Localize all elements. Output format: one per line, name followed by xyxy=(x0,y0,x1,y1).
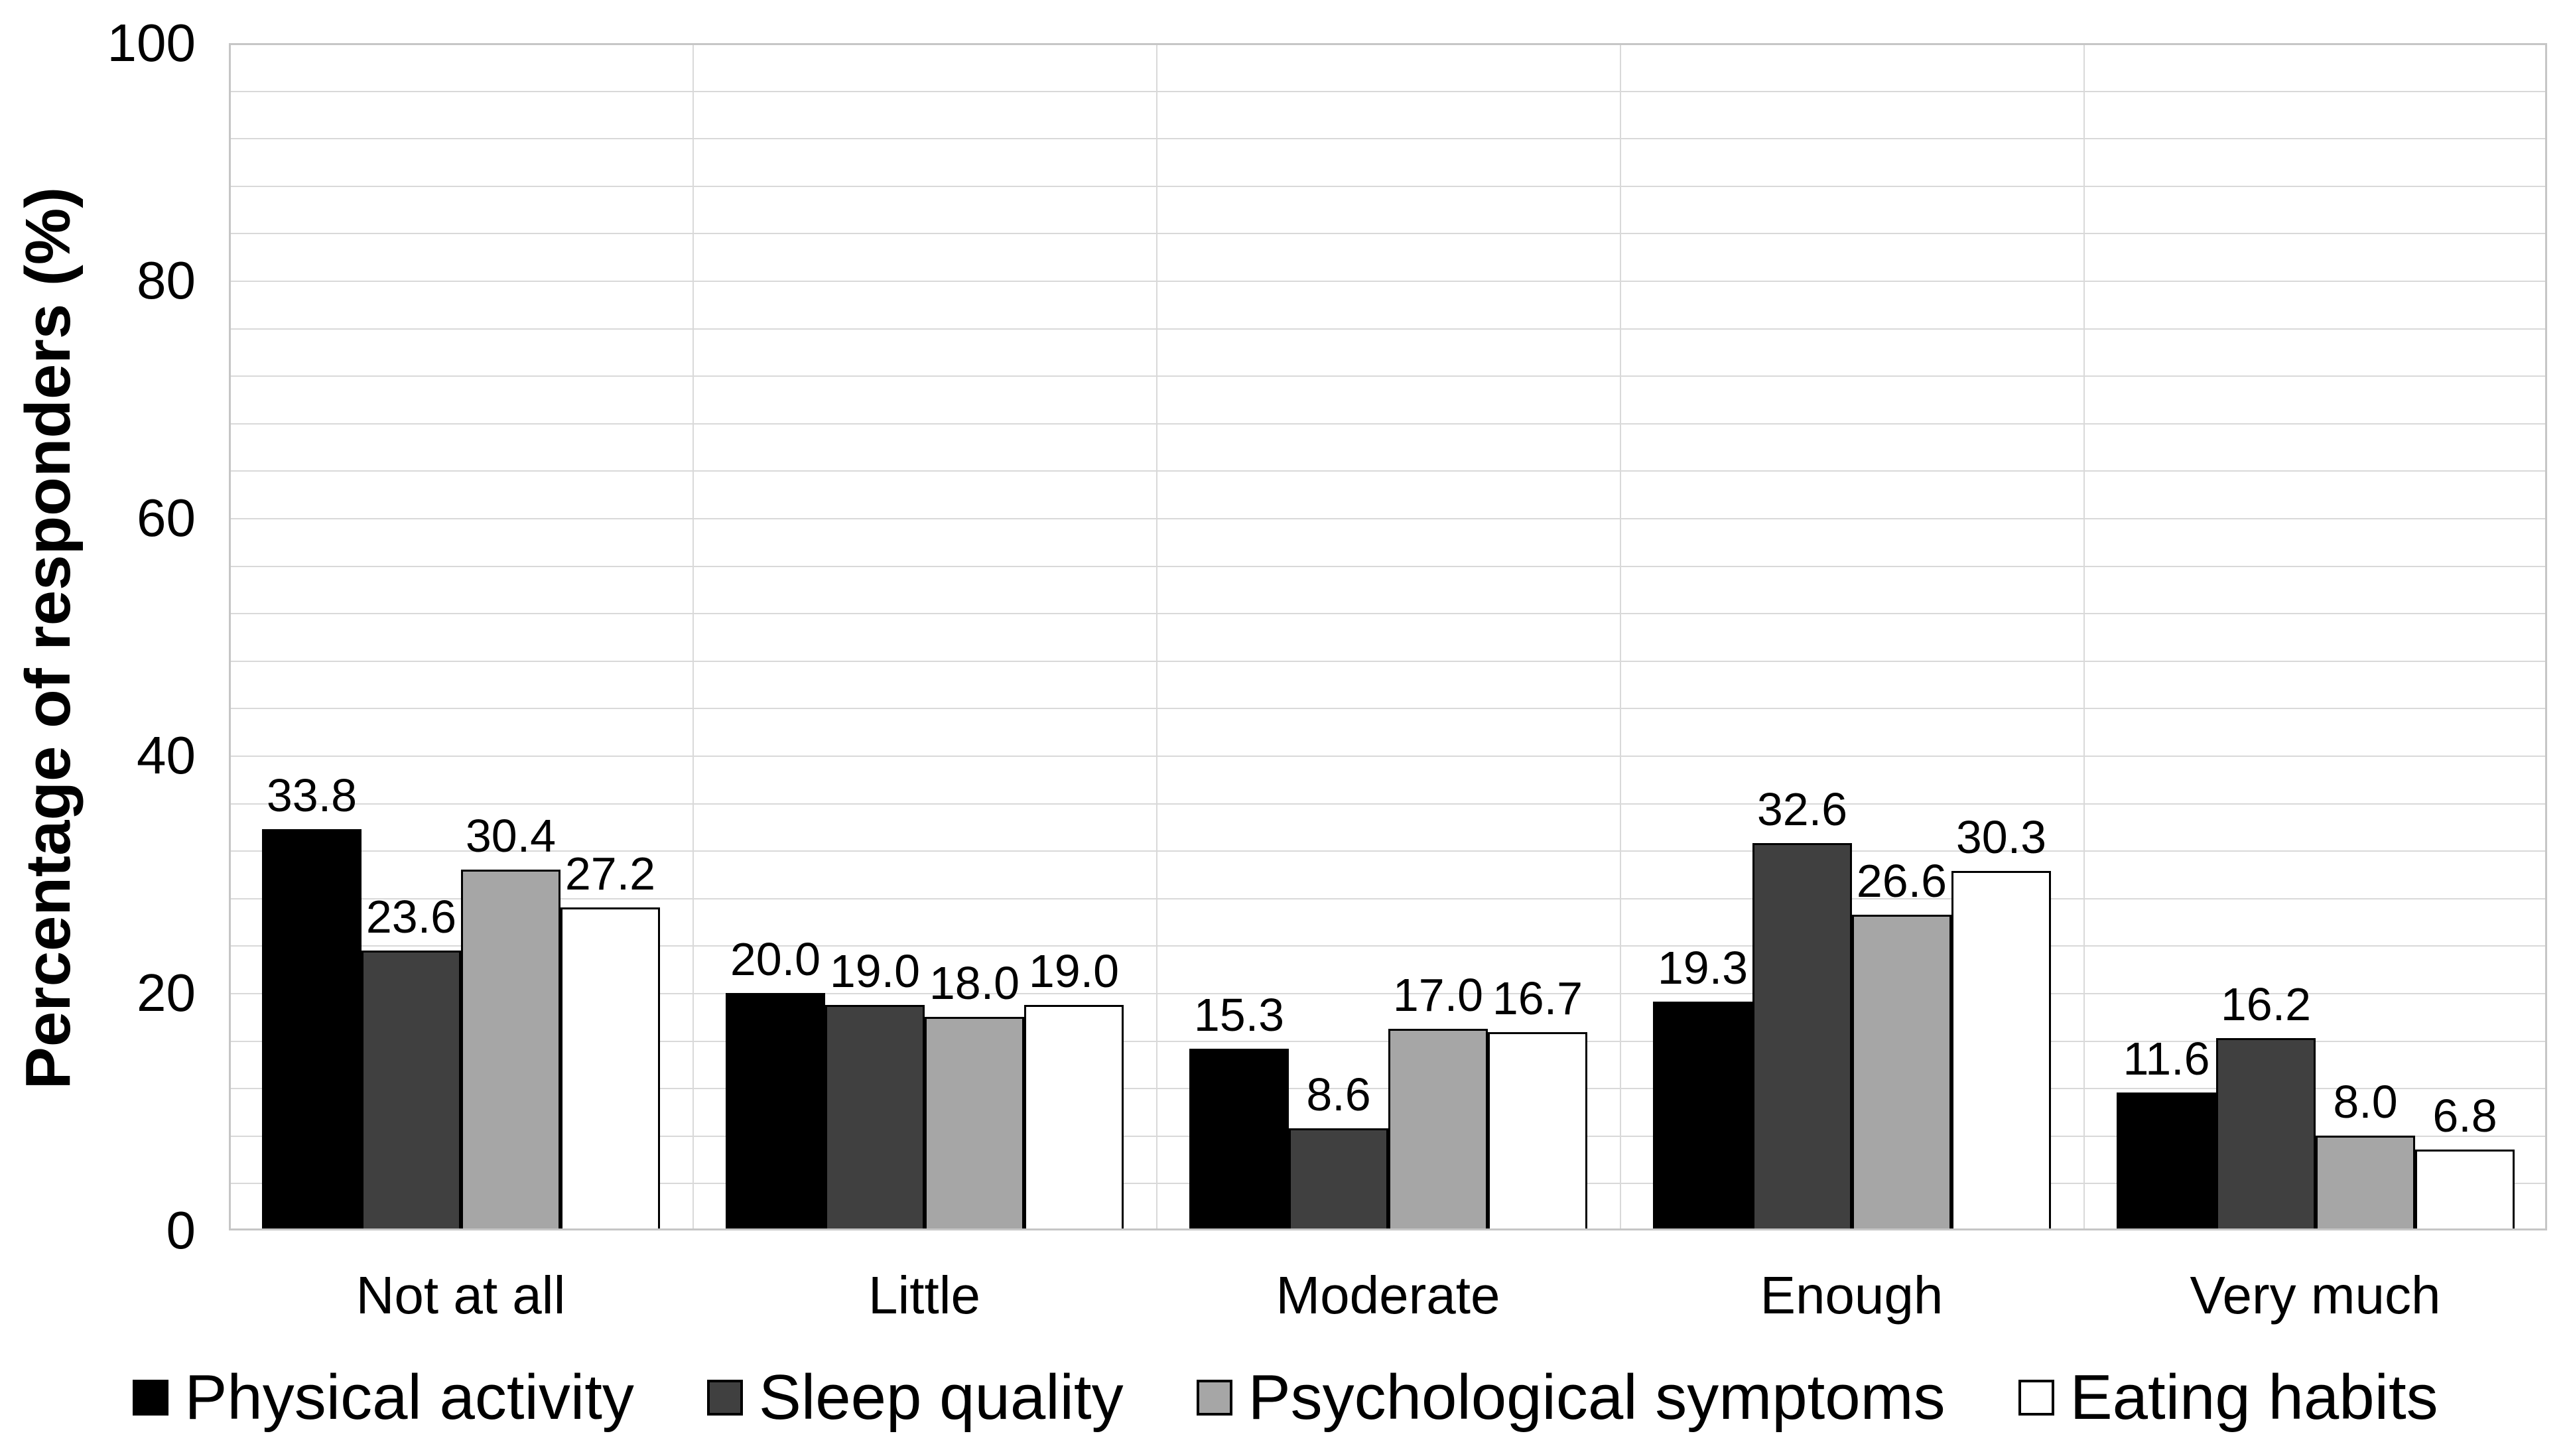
bar-group: 19.3 32.6 26.6 30.3 xyxy=(1620,43,2083,1230)
gridline-horizontal xyxy=(229,1040,2547,1042)
gridline-vertical xyxy=(692,43,694,1230)
category-label: Enough xyxy=(1760,1266,1944,1325)
gridline-horizontal xyxy=(229,945,2547,947)
gridline-horizontal xyxy=(229,281,2547,282)
bar-value-label: 15.3 xyxy=(1193,989,1285,1041)
y-tick-label: 80 xyxy=(137,251,196,310)
gridline-vertical xyxy=(1620,43,1621,1230)
bar xyxy=(362,950,461,1230)
bar xyxy=(1752,843,1852,1230)
bar-value-label: 8.0 xyxy=(2333,1075,2398,1128)
bar-value-label: 33.8 xyxy=(266,769,358,821)
category-label: Not at all xyxy=(356,1266,566,1325)
gridline-horizontal xyxy=(229,518,2547,519)
bar-group: 11.6 16.2 8.0 6.8 xyxy=(2083,43,2547,1230)
gridline-vertical xyxy=(2083,43,2085,1230)
bar-group: 33.8 23.6 30.4 27.2 xyxy=(229,43,692,1230)
gridline-horizontal xyxy=(229,660,2547,662)
bar-value-label: 11.6 xyxy=(2123,1033,2210,1085)
y-tick-label: 100 xyxy=(107,13,196,72)
bar xyxy=(1951,870,2051,1230)
bar xyxy=(560,907,660,1230)
gridline-horizontal xyxy=(229,375,2547,377)
legend-swatch-icon xyxy=(2018,1380,2054,1416)
bar-group: 20.0 19.0 18.0 19.0 xyxy=(692,43,1156,1230)
legend-label: Sleep quality xyxy=(758,1362,1124,1433)
bar-value-label: 30.3 xyxy=(1955,811,2047,863)
bar-value-label: 32.6 xyxy=(1756,783,1848,836)
gridline-horizontal xyxy=(229,328,2547,330)
bar-value-label: 19.3 xyxy=(1657,941,1748,994)
bar xyxy=(2117,1092,2216,1230)
bar-value-label: 30.4 xyxy=(465,809,557,862)
bar xyxy=(925,1016,1024,1230)
legend-swatch-icon xyxy=(706,1380,743,1416)
bar xyxy=(825,1004,925,1230)
legend-item: Physical activity xyxy=(133,1362,634,1433)
gridline-horizontal xyxy=(229,756,2547,757)
gridline-horizontal xyxy=(229,897,2547,899)
y-tick-label: 0 xyxy=(166,1201,196,1260)
gridline-horizontal xyxy=(229,708,2547,710)
gridline-vertical xyxy=(1156,43,1157,1230)
y-tick-label: 40 xyxy=(137,726,196,785)
gridline-horizontal xyxy=(229,803,2547,805)
gridline-horizontal xyxy=(229,1088,2547,1090)
gridline-horizontal xyxy=(229,993,2547,994)
bar-value-label: 17.0 xyxy=(1392,968,1484,1021)
gridline-horizontal xyxy=(229,233,2547,235)
gridline-horizontal xyxy=(229,565,2547,567)
bar-value-label: 8.6 xyxy=(1306,1069,1371,1121)
bar-value-label: 6.8 xyxy=(2432,1090,2497,1142)
bar-value-label: 27.2 xyxy=(564,848,656,900)
legend-item: Sleep quality xyxy=(706,1362,1124,1433)
bar-value-label: 19.0 xyxy=(1028,945,1120,997)
legend-swatch-icon xyxy=(1196,1380,1232,1416)
bar xyxy=(262,828,362,1230)
gridline-horizontal xyxy=(229,850,2547,852)
bar-value-label: 20.0 xyxy=(730,933,821,985)
y-axis-title: Percentage of responders (%) xyxy=(13,186,84,1090)
bar xyxy=(1852,914,1951,1230)
legend-label: Psychological symptoms xyxy=(1248,1362,1945,1433)
category-label: Moderate xyxy=(1276,1266,1500,1325)
y-tick-label: 60 xyxy=(137,488,196,547)
bar-value-label: 26.6 xyxy=(1856,854,1947,907)
bar-value-label: 16.2 xyxy=(2220,978,2312,1031)
bar xyxy=(2415,1150,2515,1230)
bar xyxy=(1488,1032,1587,1230)
gridline-horizontal xyxy=(229,185,2547,187)
plot-area: 33.8 23.6 30.4 27.2 20.0 19.0 18.0 19.0 15.3 8.6 1… xyxy=(229,43,2547,1230)
legend-label: Eating habits xyxy=(2070,1362,2438,1433)
bar xyxy=(461,869,560,1230)
bar-value-label: 23.6 xyxy=(365,890,457,943)
bar-value-label: 16.7 xyxy=(1492,972,1583,1025)
category-label: Little xyxy=(868,1266,980,1325)
gridline-horizontal xyxy=(229,423,2547,425)
legend-item: Eating habits xyxy=(2018,1362,2438,1433)
bar xyxy=(1388,1028,1488,1230)
bar xyxy=(1189,1049,1289,1230)
bar xyxy=(2216,1038,2316,1230)
legend-item: Psychological symptoms xyxy=(1196,1362,1945,1433)
bar-value-label: 19.0 xyxy=(829,945,921,997)
bar xyxy=(1024,1004,1124,1230)
bar-value-label: 18.0 xyxy=(929,957,1020,1009)
category-label: Very much xyxy=(2190,1266,2441,1325)
bar xyxy=(1653,1001,1752,1230)
y-tick-label: 20 xyxy=(137,963,196,1022)
bar xyxy=(2316,1135,2415,1230)
legend-swatch-icon xyxy=(133,1380,169,1416)
bar xyxy=(726,993,825,1230)
gridline-horizontal xyxy=(229,470,2547,472)
legend: Physical activity Sleep quality Psychologi… xyxy=(0,1355,2571,1441)
gridline-horizontal xyxy=(229,613,2547,615)
bar-group: 15.3 8.6 17.0 16.7 xyxy=(1156,43,1620,1230)
gridline-horizontal xyxy=(229,90,2547,92)
bar xyxy=(1289,1128,1388,1230)
legend-label: Physical activity xyxy=(184,1362,634,1433)
gridline-horizontal xyxy=(229,138,2547,140)
